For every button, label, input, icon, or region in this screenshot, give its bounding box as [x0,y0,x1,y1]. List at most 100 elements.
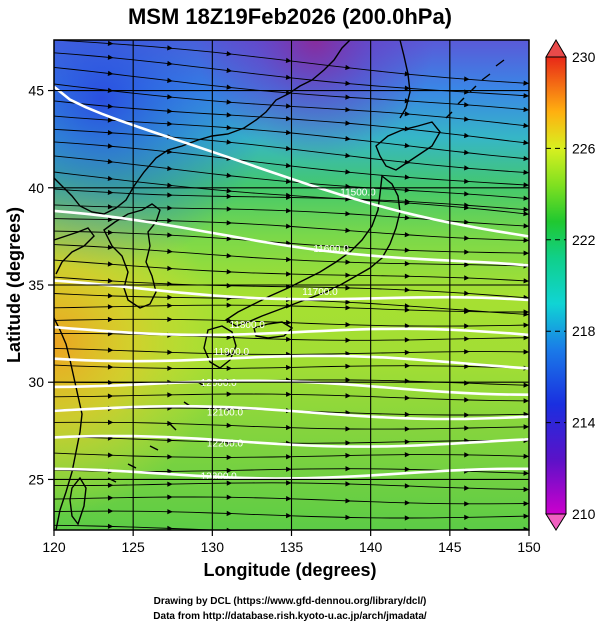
wind-arrowhead [226,84,233,90]
wind-arrowhead [345,107,351,113]
wind-arrowhead [286,496,292,502]
wind-arrowhead [226,125,233,131]
colorbar-upper-extend [545,39,567,58]
wind-arrowhead [167,494,173,500]
colorbar-tick-label: 230 [572,49,596,65]
colorbar: 210 214 218 222 226 230 [545,39,596,531]
wind-arrowhead [167,121,173,127]
wind-arrowhead [226,51,233,57]
wind-arrowhead [464,262,470,268]
wind-arrowhead [107,117,114,123]
wind-arrowhead [345,272,351,278]
wind-arrowhead [404,85,411,91]
wind-arrowhead [464,165,470,171]
wind-arrowhead [404,303,411,309]
colorbar-tick-label: 226 [572,140,596,156]
wind-arrowhead [285,74,292,80]
wind-arrowhead [464,501,470,507]
wind-arrowhead [404,273,411,279]
wind-arrowhead [167,525,173,530]
x-tick-label: 125 [121,539,145,555]
wind-arrowhead [464,116,470,122]
wind-arrowhead [226,454,233,460]
wind-arrowhead [464,132,470,139]
wind-arrowhead [464,290,470,296]
contour-label: 12100.0 [207,407,244,418]
wind-arrowhead [107,347,114,353]
wind-arrowhead [345,64,351,70]
wind-arrowhead [226,467,233,474]
x-axis-label: Longitude (degrees) [203,560,376,580]
wind-arrowhead [464,191,470,197]
wind-arrowhead [523,195,529,201]
wind-arrowhead [464,514,470,520]
wind-arrowhead [464,452,470,458]
wind-arrowhead [107,158,114,165]
wind-arrowhead [226,253,233,259]
contour-label: 11600.0 [313,244,349,255]
wind-arrowhead [286,319,292,326]
wind-arrowhead [404,142,411,149]
wind-arrowhead [226,67,233,73]
wind-arrowhead [523,526,529,530]
wind-arrowhead [167,232,173,238]
wind-arrowhead [107,293,114,299]
wind-arrowhead [523,349,529,355]
wind-arrowhead [226,269,233,275]
wind-arrowhead [107,244,114,250]
wind-arrowhead [345,305,351,311]
credit-drawing: Drawing by DCL (https://www.gfd-dennou.o… [154,596,427,607]
wind-arrowhead [226,139,233,145]
wind-arrowhead [167,192,173,198]
wind-arrowhead [167,205,173,211]
wind-arrowhead [523,424,529,430]
wind-arrowhead [345,452,351,459]
wind-arrowhead [107,143,114,149]
wind-arrowhead [464,219,470,225]
wind-arrowhead [286,513,292,519]
wind-arrowhead [404,466,411,472]
wind-arrowhead [286,208,292,214]
wind-arrowhead [226,283,233,289]
wind-arrowhead [226,510,233,517]
wind-arrowhead [464,363,470,369]
wind-arrowhead [523,211,529,217]
wind-arrowhead [107,495,114,501]
wind-arrowhead [345,299,351,305]
wind-arrowhead [167,218,173,224]
wind-arrowhead [404,500,411,506]
wind-arrowhead [345,94,351,100]
wind-arrowhead [404,187,411,193]
wind-arrowhead [107,261,114,267]
wind-arrowhead [167,509,173,515]
colorbar-ticks: 210 214 218 222 226 230 [546,49,596,522]
wind-arrowhead [464,249,470,255]
wind-arrowhead [167,392,173,398]
wind-arrowhead [107,452,114,458]
wind-arrowhead [523,513,529,519]
x-tick-label: 130 [201,539,225,555]
colorbar-scale [545,56,567,515]
wind-arrowhead [345,377,351,383]
wind-arrowhead [226,365,233,371]
wind-arrowhead [167,420,173,426]
wind-arrowhead [464,202,470,208]
wind-arrowhead [286,271,292,277]
wind-arrowhead [404,232,411,238]
wind-arrowhead [523,93,529,99]
wind-arrowhead [167,316,173,322]
wind-arrowhead [523,206,529,212]
wind-arrowhead [345,259,351,265]
x-axis-ticks: 120 125 130 135 140 145 150 [42,530,541,555]
colorbar-tick-label: 218 [572,323,596,339]
y-tick-label: 45 [28,83,44,99]
wind-arrowhead [523,453,529,459]
wind-arrowhead [167,303,173,309]
wind-arrowhead [345,152,351,159]
wind-arrowhead [226,302,233,308]
wind-arrowhead [285,103,292,109]
wind-arrowhead [464,235,470,241]
wind-arrowhead [107,54,114,60]
x-tick-label: 145 [438,539,462,555]
wind-arrowhead [107,364,114,370]
